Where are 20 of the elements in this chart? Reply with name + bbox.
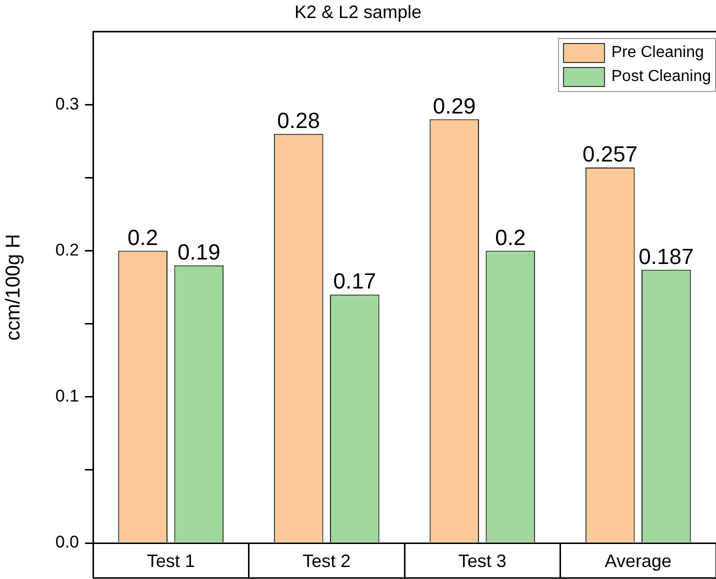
x-tick-label: Test 2 bbox=[302, 550, 351, 571]
y-tick-label: 0.0 bbox=[55, 532, 79, 552]
x-tick-label: Test 1 bbox=[146, 550, 195, 571]
legend-label: Pre Cleaning bbox=[611, 44, 704, 62]
legend-label: Post Cleaning bbox=[611, 68, 711, 86]
data-label: 0.17 bbox=[333, 268, 376, 294]
data-label: 0.2 bbox=[128, 224, 158, 250]
data-label: 0.2 bbox=[495, 224, 526, 250]
y-tick-label: 0.3 bbox=[55, 94, 79, 114]
data-label: 0.187 bbox=[638, 244, 694, 269]
chart-title: K2 & L2 sample bbox=[294, 2, 422, 22]
x-tick-label: Average bbox=[604, 550, 672, 571]
data-label: 0.257 bbox=[582, 142, 638, 167]
data-label: 0.28 bbox=[277, 108, 320, 133]
y-tick-label: 0.2 bbox=[55, 240, 79, 260]
y-axis-title: ccm/100g H bbox=[2, 234, 25, 341]
data-label: 0.29 bbox=[432, 93, 476, 118]
x-tick-label: Test 3 bbox=[458, 550, 506, 571]
data-label: 0.19 bbox=[177, 239, 220, 264]
y-tick-label: 0.1 bbox=[55, 386, 79, 406]
